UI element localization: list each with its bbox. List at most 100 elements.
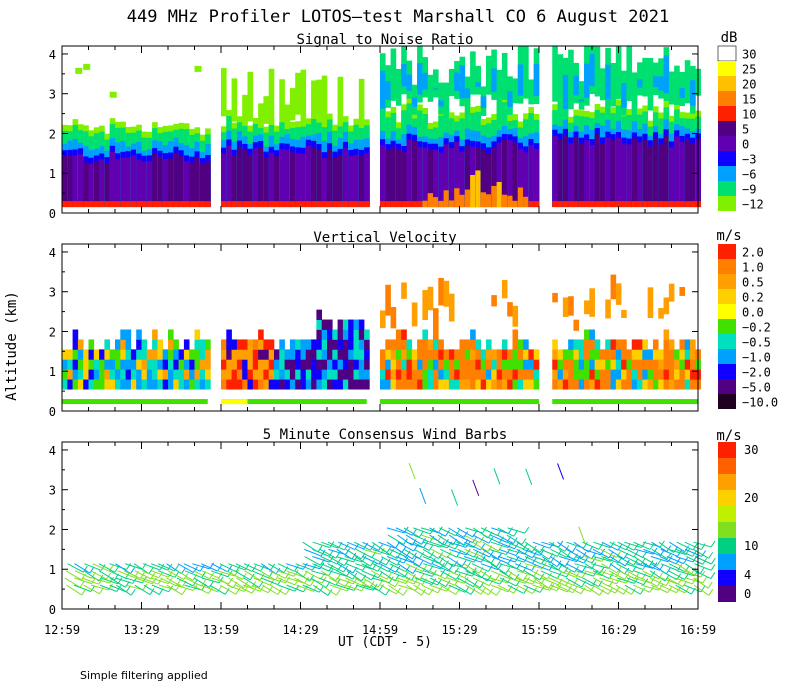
snr-upper-cell [512, 78, 519, 104]
wind-barb [134, 570, 152, 580]
velocity-cell [353, 329, 360, 340]
velocity-cell [274, 349, 280, 360]
wind-barb [549, 577, 566, 587]
wind-barb [388, 584, 404, 596]
velocity-cell [422, 369, 428, 380]
colorbar-label: 20 [744, 491, 758, 505]
wind-barb [329, 584, 348, 592]
velocity-cell [605, 349, 611, 360]
velocity-cell [321, 339, 328, 350]
velocity-cell [295, 369, 301, 380]
wind-barb-flag [130, 588, 136, 596]
wind-barb [413, 548, 431, 559]
snr-upper-cell [268, 68, 275, 124]
velocity-cell [679, 349, 686, 360]
wind-unit-label: m/s [716, 428, 741, 444]
snr-cell [562, 201, 569, 208]
velocity-cell [337, 359, 344, 370]
wind-barb-flag [335, 551, 341, 559]
velocity-cell [162, 379, 169, 390]
velocity-upper-cell [411, 302, 418, 327]
wind-barb-flag [388, 565, 394, 572]
velocity-cell [88, 379, 95, 390]
velocity-cell [422, 359, 428, 370]
wind-barb [472, 577, 490, 587]
time-axis-labels: 12:59 13:29 13:59 14:29 14:59 15:29 15:59 16:29… [44, 623, 716, 637]
velocity-cell [599, 349, 606, 360]
velocity-cell [136, 349, 142, 360]
wind-barb [473, 584, 489, 596]
wind-barb-flag [149, 588, 155, 595]
snr-cell [321, 201, 328, 208]
snr-upper-cell [417, 63, 423, 95]
velocity-cell [258, 329, 264, 340]
velocity-cell [507, 349, 513, 360]
velocity-cell [146, 369, 153, 380]
velocity-cell [517, 369, 524, 380]
wind-barb-flag [455, 573, 461, 580]
wind-barb-flag [419, 573, 425, 580]
velocity-cell [364, 369, 370, 380]
wind-barb [532, 584, 550, 591]
snr-cell [615, 201, 622, 208]
velocity-cell [475, 349, 481, 360]
wind-barb [437, 534, 454, 546]
velocity-cell [104, 359, 110, 370]
colorbar-label: −5.0 [742, 381, 771, 395]
velocity-cell [663, 359, 670, 370]
velocity-cell [342, 319, 349, 330]
velocity-cell [533, 379, 540, 390]
wind-barb [549, 570, 567, 578]
velocity-cell [464, 369, 471, 380]
velocity-surface-strip [62, 399, 208, 405]
colorbar-label: 2.0 [742, 246, 764, 260]
wind-barb [456, 534, 473, 544]
velocity-cell [501, 359, 508, 370]
wind-barb [235, 563, 253, 572]
velocity-cell [226, 329, 232, 340]
snr-cell [427, 149, 434, 208]
velocity-cell [401, 349, 407, 360]
velocity-cell [120, 369, 126, 380]
snr-cell [475, 170, 481, 208]
snr-upper-cell [295, 72, 301, 115]
wind-barb-flag [444, 560, 449, 567]
velocity-cell [401, 379, 407, 390]
velocity-cell [480, 349, 487, 360]
snr-cell [578, 143, 585, 208]
velocity-cell [528, 379, 534, 390]
velocity-cell [390, 359, 397, 370]
velocity-cell [109, 369, 116, 380]
x-tick-label: 14:59 [362, 623, 398, 637]
velocity-cell [311, 369, 317, 380]
colorbar-label: −3 [742, 153, 756, 167]
velocity-cell [305, 379, 312, 390]
velocity-cell [652, 379, 659, 390]
colorbar-label: 0 [742, 138, 749, 152]
velocity-cell [332, 359, 338, 370]
velocity-cell [194, 359, 201, 370]
snr-cell [157, 201, 163, 208]
wind-barb [413, 534, 431, 543]
wind-barb [92, 563, 110, 572]
colorbar-cell [718, 334, 736, 349]
snr-cell [501, 140, 508, 208]
colorbar-cell [718, 196, 736, 211]
snr-cell [141, 201, 148, 208]
snr-upper-cell [475, 82, 481, 87]
wind-barb [261, 577, 279, 586]
wind-barb [625, 570, 643, 580]
wind-barb [397, 541, 414, 552]
wind-barb-flag [683, 557, 688, 564]
wind-barb [659, 584, 677, 594]
wind-barb [592, 548, 610, 559]
snr-upper-cell [385, 81, 391, 100]
wind-barb [395, 527, 413, 536]
velocity-cell [130, 369, 137, 380]
wind-barb [362, 577, 379, 588]
snr-cell [295, 153, 301, 208]
velocity-cell [226, 359, 232, 370]
wind-barb [415, 577, 433, 586]
wind-barb-flag [608, 562, 613, 569]
wind-barb [514, 563, 532, 571]
